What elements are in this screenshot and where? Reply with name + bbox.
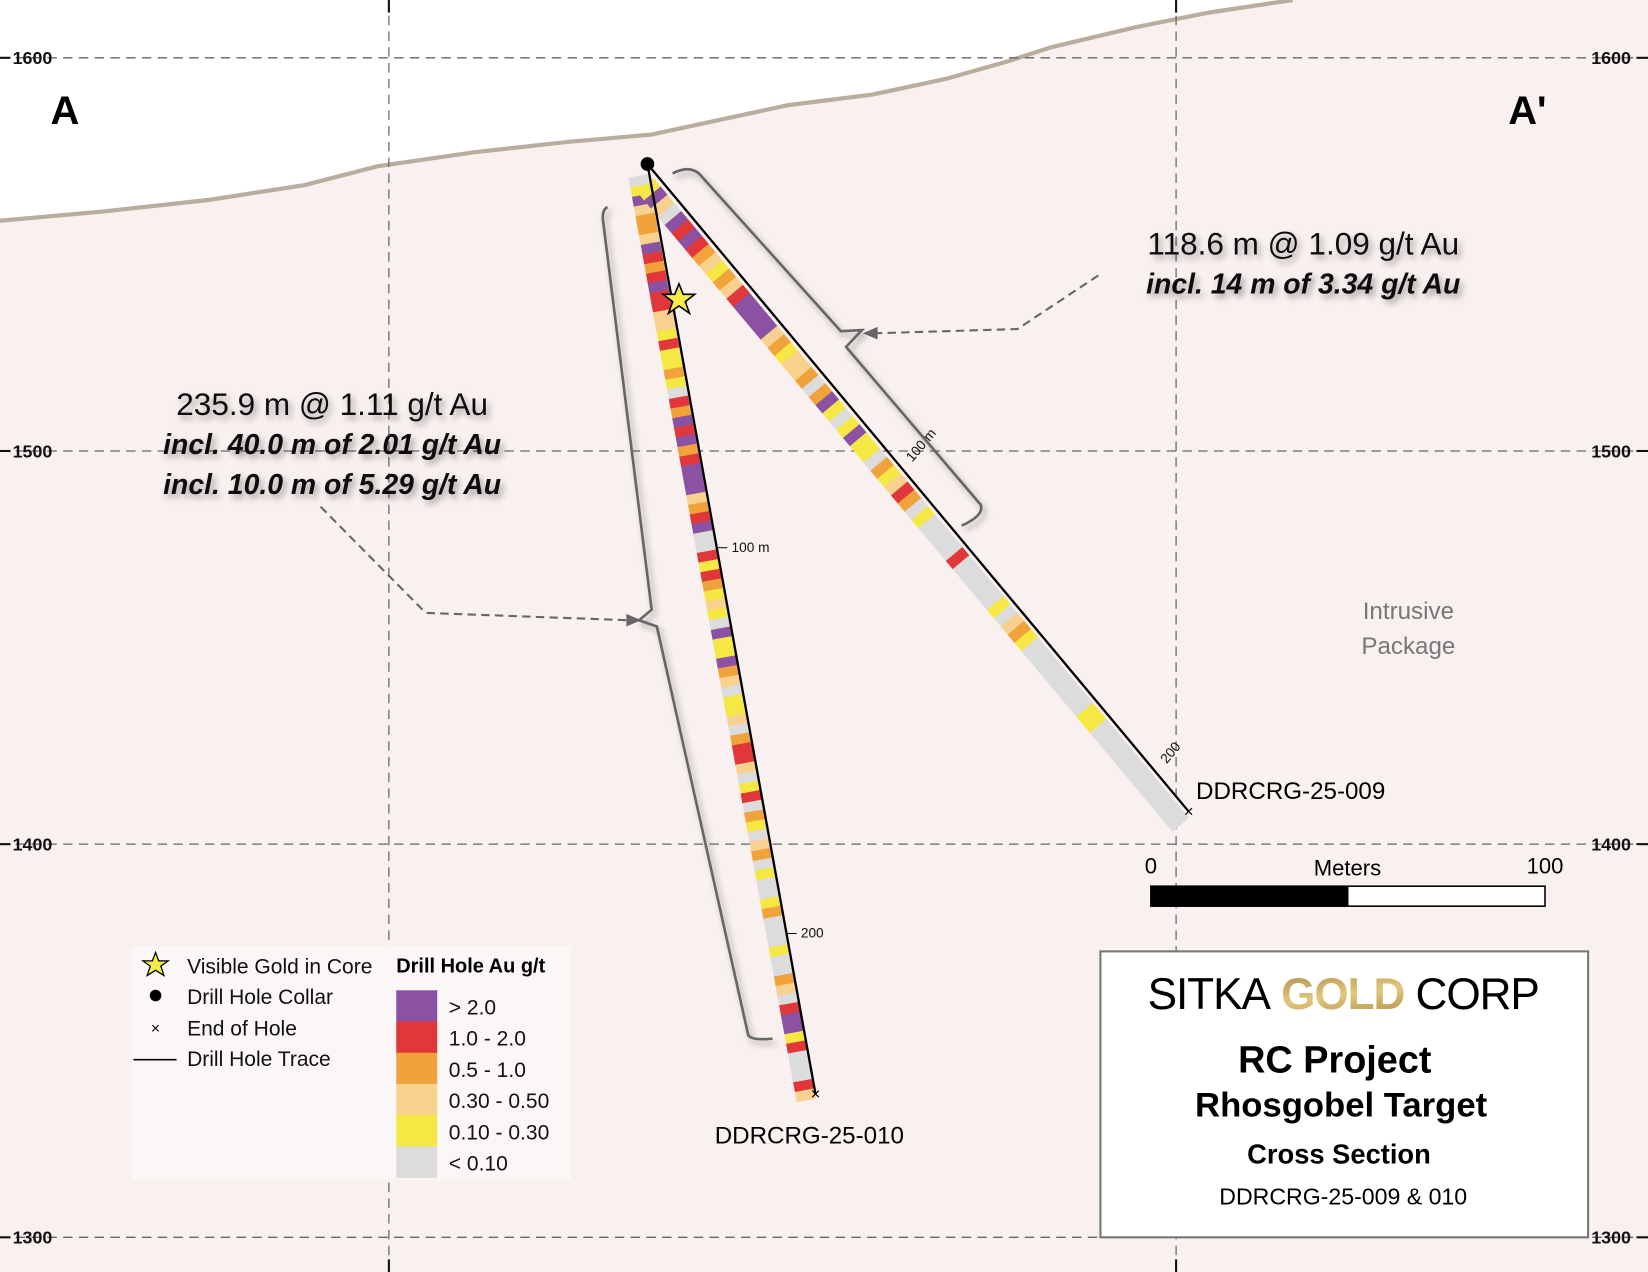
assay-interval	[1165, 809, 1190, 832]
drill-holes	[628, 174, 1190, 1103]
intercept-annotation-009: 118.6 m @ 1.09 g/t Au incl. 14 m of 3.34…	[1146, 225, 1460, 300]
legend-label: Drill Hole Trace	[187, 1048, 331, 1071]
elevation-label: 1300	[13, 1228, 53, 1248]
section-label-a: A	[50, 89, 79, 133]
drill-hole-trace-010	[646, 163, 817, 1095]
legend-swatch	[396, 1146, 438, 1178]
legend-grade-label: 0.30 - 0.50	[449, 1090, 549, 1113]
legend-label: Visible Gold in Core	[187, 955, 372, 978]
legend-grade-label: > 2.0	[449, 996, 496, 1019]
end-of-hole-icon: ×	[811, 1085, 821, 1104]
legend-title: Drill Hole Au g/t	[396, 955, 545, 977]
callout-arrow-010	[319, 505, 642, 627]
hole-label-010: DDRCRG-25-010	[715, 1123, 904, 1150]
elevation-label: 1600	[13, 48, 53, 68]
section-label-a-prime: A'	[1508, 89, 1546, 133]
dot-icon	[149, 989, 162, 1002]
target-title: Rhosgobel Target	[1195, 1086, 1488, 1124]
section-holes: DDRCRG-25-009 & 010	[1219, 1184, 1467, 1210]
intercept-bracket-009	[672, 167, 983, 527]
intercept-annotation-010: 235.9 m @ 1.11 g/t Au incl. 40.0 m of 2.…	[163, 386, 501, 501]
legend-swatch	[396, 1115, 438, 1147]
intercept-headline: 118.6 m @ 1.09 g/t Au	[1147, 225, 1459, 261]
visible-gold-star-icon	[660, 281, 698, 316]
intercept-incl: incl. 10.0 m of 5.29 g/t Au	[163, 469, 501, 501]
drill-hole-collar-icon	[640, 157, 655, 171]
legend-swatch	[396, 990, 438, 1022]
legend-grade-label: 1.0 - 2.0	[449, 1028, 526, 1051]
svg-text:200: 200	[801, 926, 824, 941]
intercept-headline: 235.9 m @ 1.11 g/t Au	[176, 386, 488, 422]
legend: Visible Gold in Core Drill Hole Collar ×…	[131, 946, 571, 1180]
elevation-labels-left: 1600 1500 1400 1300	[0, 48, 53, 1248]
company-logo: SITKA GOLD CORP	[1148, 970, 1539, 1019]
unit-label-package: Package	[1361, 633, 1455, 660]
legend-swatch	[396, 1021, 438, 1054]
scale-bar: 0 Meters 100	[1145, 854, 1564, 907]
legend-grade-label: 0.5 - 1.0	[449, 1059, 526, 1082]
legend-label: Drill Hole Collar	[187, 986, 333, 1009]
depth-mark-010-200: 200	[786, 926, 824, 941]
elevation-label: 1400	[13, 834, 53, 854]
svg-text:Meters: Meters	[1314, 856, 1381, 881]
legend-grade-label: 0.10 - 0.30	[449, 1121, 549, 1144]
terrain-surface-line	[0, 0, 1294, 223]
intercept-incl: incl. 14 m of 3.34 g/t Au	[1146, 268, 1460, 300]
elevation-label: 1500	[1591, 441, 1631, 461]
section-type: Cross Section	[1247, 1139, 1431, 1170]
end-of-hole-icon: ×	[1184, 802, 1194, 821]
hole-label-009: DDRCRG-25-009	[1196, 778, 1385, 805]
svg-text:100: 100	[1527, 854, 1564, 879]
star-icon	[140, 950, 171, 978]
legend-swatch	[396, 1083, 438, 1116]
elevation-label: 1600	[1591, 48, 1631, 68]
legend-label: End of Hole	[187, 1017, 297, 1040]
depth-mark-010-100: 100 m	[716, 540, 770, 555]
x-icon: ×	[151, 1020, 160, 1037]
elevation-label: 1500	[13, 441, 53, 461]
svg-text:0: 0	[1145, 854, 1157, 879]
intercept-incl: incl. 40.0 m of 2.01 g/t Au	[163, 429, 501, 461]
title-block: SITKA GOLD CORP RC Project Rhosgobel Tar…	[1099, 950, 1590, 1239]
legend-grade-label: < 0.10	[449, 1153, 508, 1176]
callout-arrow-009	[862, 274, 1099, 340]
drill-hole-trace-009	[646, 163, 1190, 813]
elevation-label: 1300	[1591, 1228, 1631, 1248]
elevation-label: 1400	[1591, 834, 1631, 854]
legend-swatch	[396, 1052, 438, 1085]
project-title: RC Project	[1238, 1039, 1432, 1081]
unit-label-intrusive: Intrusive	[1363, 598, 1454, 625]
svg-text:100 m: 100 m	[732, 540, 770, 555]
assay-interval	[794, 1088, 816, 1103]
elevation-labels-right: 1600 1500 1400 1300	[1591, 48, 1648, 1248]
